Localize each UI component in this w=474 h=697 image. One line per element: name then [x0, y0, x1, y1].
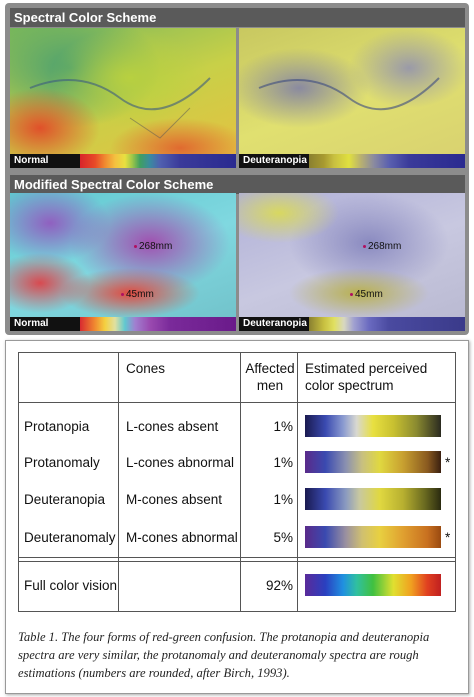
condition: Deuteranopia: [24, 492, 106, 507]
affected: 1%: [273, 419, 293, 434]
annotation: 268mm: [134, 241, 172, 252]
condition: Protanopia: [24, 419, 90, 434]
condition: Full color vision: [24, 578, 118, 593]
legend-strip: Normal Vision: [10, 317, 236, 331]
spectrum-bar: [305, 526, 441, 548]
affected: 1%: [273, 455, 293, 470]
annotation: 268mm: [363, 241, 401, 252]
affected: 1%: [273, 492, 293, 507]
column-header: Affected men: [245, 361, 295, 393]
map-label: Normal Vision: [10, 317, 80, 331]
legend-strip: Deuteranopia: [239, 317, 465, 331]
map-deuteranopia: Deuteranopia: [239, 28, 465, 168]
row-rule: [18, 557, 456, 558]
map-deuteranopia: 268mm 45mm Deuteranopia: [239, 193, 465, 331]
map-relief: [258, 77, 440, 111]
row-rule: [18, 561, 456, 562]
column-rule: [118, 352, 119, 612]
panel-title: Modified Spectral Color Scheme: [10, 175, 465, 194]
column-header: Estimated perceived color spectrum: [305, 361, 428, 393]
map-label: Deuteranopia: [239, 154, 309, 168]
annotation: 45mm: [121, 289, 154, 300]
legend-strip: Deuteranopia: [239, 154, 465, 168]
spectrum-bar: [305, 488, 441, 510]
footnote-mark: *: [445, 530, 451, 545]
column-rule: [297, 352, 298, 612]
map-normal: Normal Vision: [10, 28, 236, 168]
map-relief: [29, 77, 211, 139]
affected: 5%: [273, 530, 293, 545]
spectrum-bar: [305, 451, 441, 473]
panel-title: Spectral Color Scheme: [10, 8, 465, 27]
legend-strip: Normal Vision: [10, 154, 236, 168]
table: [18, 352, 456, 612]
map-label: Normal Vision: [10, 154, 80, 168]
cones: M-cones absent: [126, 492, 223, 507]
map-normal: 268mm 45mm Normal Vision: [10, 193, 236, 331]
affected: 92%: [265, 578, 293, 593]
cones: L-cones abnormal: [126, 455, 235, 470]
column-rule: [240, 352, 241, 612]
table-box: [5, 340, 469, 694]
condition: Protanomaly: [24, 455, 100, 470]
caption: Table 1. The four forms of red-green con…: [18, 630, 430, 680]
map-label: Deuteranopia: [239, 317, 309, 331]
footnote-mark: *: [445, 455, 451, 470]
column-header: Cones: [126, 361, 166, 376]
row-rule: [18, 402, 456, 403]
cones: L-cones absent: [126, 419, 219, 434]
spectrum-bar: [305, 415, 441, 437]
annotation: 45mm: [350, 289, 383, 300]
spectrum-bar: [305, 574, 441, 596]
cones: M-cones abnormal: [126, 530, 238, 545]
condition: Deuteranomaly: [24, 530, 116, 545]
